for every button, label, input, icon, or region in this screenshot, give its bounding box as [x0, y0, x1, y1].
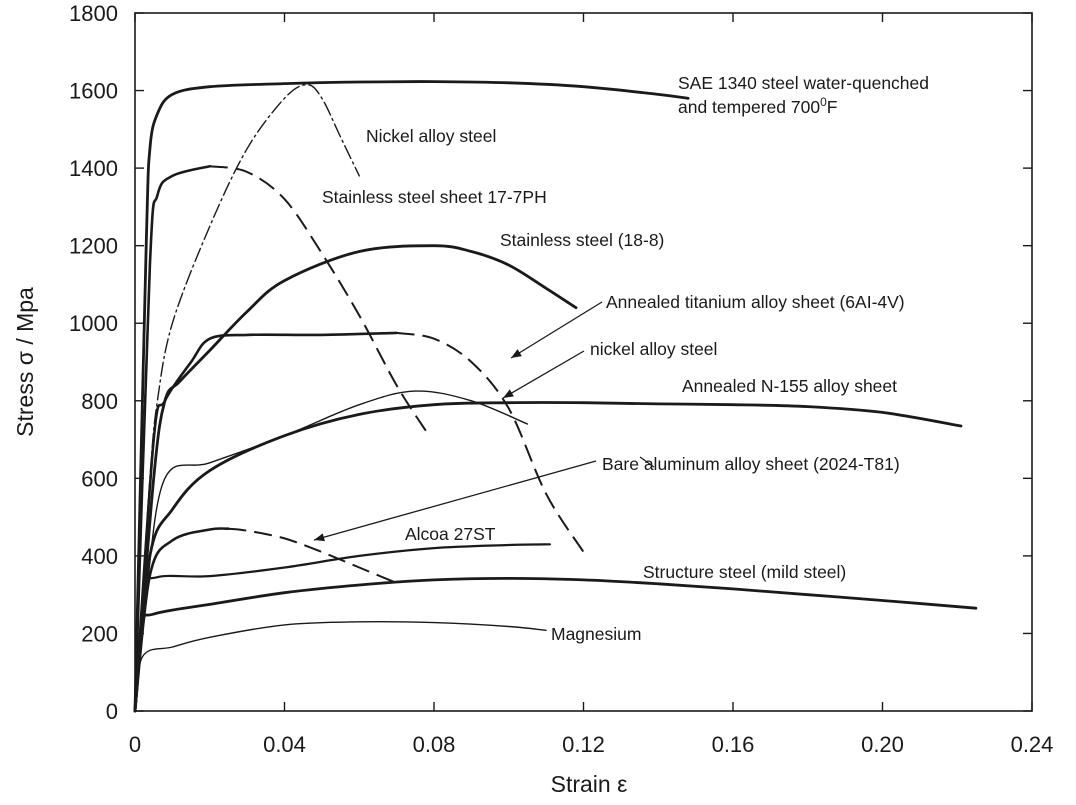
arrow-aluminum: [313, 460, 597, 541]
annotation-arrows: [313, 301, 655, 542]
annotation-label-suffix: F: [827, 97, 838, 117]
annotation-label: Alcoa 27ST: [405, 524, 496, 544]
y-tick-label: 800: [81, 389, 118, 414]
series-line-mild-steel: [133, 576, 978, 713]
annotation-label: Stainless steel (18-8): [500, 230, 664, 250]
x-tick-label: 0.16: [712, 732, 755, 757]
y-axis-title: Stress σ / Mpa: [12, 287, 38, 437]
annotation-label: Bare aluminum alloy sheet (2024-T81): [602, 454, 900, 474]
x-axis-title: Strain ε: [551, 771, 628, 797]
y-tick-label: 400: [81, 544, 118, 569]
y-tick-label: 1200: [69, 234, 118, 259]
series-line-ss188: [133, 244, 578, 713]
arrow-nickel-head: [503, 389, 514, 398]
annotation-label: Stainless steel sheet 17-7PH: [322, 187, 547, 207]
leader-aluminum: [639, 456, 655, 468]
y-tick-label: 200: [81, 621, 118, 646]
annotation-label-text: and tempered 700: [678, 97, 820, 117]
x-tick-label: 0.20: [861, 732, 904, 757]
series-line-ss177: [133, 164, 212, 713]
arrow-titanium-head: [511, 349, 522, 358]
annotation-label: nickel alloy steel: [590, 339, 717, 359]
arrow-nickel: [502, 350, 585, 399]
annotation-label: Annealed titanium alloy sheet (6AI-4V): [606, 292, 905, 312]
x-tick-label: 0.12: [562, 732, 605, 757]
series-line-titanium-dashed: [396, 331, 585, 553]
series-line-alcoa27st: [133, 543, 551, 713]
x-tick-label: 0.24: [1011, 732, 1054, 757]
annotation-label: SAE 1340 steel water-quenched: [678, 73, 929, 93]
annotation-label: and tempered 7000F: [678, 95, 837, 117]
series-line-titanium: [133, 331, 398, 713]
series-line-sae1340: [133, 80, 690, 713]
series-line-nickel-low: [134, 390, 529, 712]
series-line-ss177-dashed: [209, 165, 428, 433]
series-line-aluminum2024-dashed: [228, 527, 397, 584]
series-layer: [133, 80, 978, 713]
annotation-label-superscript: 0: [820, 95, 827, 109]
series-line-n155: [133, 401, 963, 713]
arrow-aluminum-head: [314, 533, 325, 542]
x-tick-label: 0.04: [263, 732, 306, 757]
y-tick-label: 600: [81, 466, 118, 491]
x-tick-label: 0: [129, 732, 141, 757]
series-line-magnesium: [134, 620, 547, 712]
y-tick-label: 1400: [69, 156, 118, 181]
arrow-titanium: [510, 301, 603, 359]
y-tick-label: 1800: [69, 1, 118, 26]
y-tick-label: 1600: [69, 79, 118, 104]
annotation-label: Nickel alloy steel: [366, 126, 496, 146]
plot-frame: [134, 12, 1033, 712]
x-tick-label: 0.08: [413, 732, 456, 757]
annotation-label: Magnesium: [551, 624, 641, 644]
annotation-label: Structure steel (mild steel): [643, 562, 846, 582]
y-tick-label: 1000: [69, 311, 118, 336]
annotation-label: Annealed N-155 alloy sheet: [682, 376, 897, 396]
y-tick-label: 0: [106, 699, 118, 724]
axis-ticks: 0 0.04 0.08 0.12 0.16 0.20 0.24 0 200 400 600 800 10…: [69, 1, 1053, 757]
